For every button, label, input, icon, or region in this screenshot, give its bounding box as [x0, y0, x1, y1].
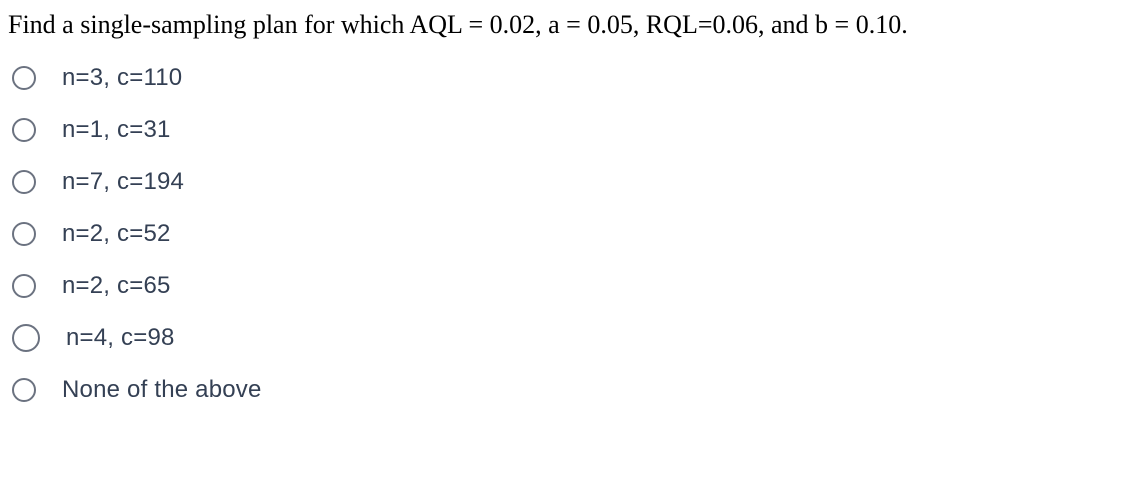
option-label: n=4, c=98 [66, 324, 175, 352]
radio-button[interactable] [12, 118, 36, 142]
option-label: None of the above [62, 376, 262, 404]
option-row[interactable]: n=1, c=31 [12, 116, 1136, 144]
option-row[interactable]: n=3, c=110 [12, 64, 1136, 92]
option-row[interactable]: n=4, c=98 [12, 324, 1136, 352]
options-container: n=3, c=110 n=1, c=31 n=7, c=194 n=2, c=5… [8, 64, 1136, 404]
radio-button[interactable] [12, 170, 36, 194]
radio-button[interactable] [12, 324, 40, 352]
option-label: n=1, c=31 [62, 116, 171, 144]
radio-button[interactable] [12, 378, 36, 402]
option-row[interactable]: n=2, c=52 [12, 220, 1136, 248]
option-label: n=3, c=110 [62, 64, 182, 92]
option-row[interactable]: n=7, c=194 [12, 168, 1136, 196]
option-label: n=2, c=52 [62, 220, 171, 248]
question-text: Find a single-sampling plan for which AQ… [8, 10, 1136, 40]
option-row[interactable]: n=2, c=65 [12, 272, 1136, 300]
radio-button[interactable] [12, 66, 36, 90]
radio-button[interactable] [12, 222, 36, 246]
radio-button[interactable] [12, 274, 36, 298]
option-row[interactable]: None of the above [12, 376, 1136, 404]
option-label: n=7, c=194 [62, 168, 184, 196]
option-label: n=2, c=65 [62, 272, 171, 300]
